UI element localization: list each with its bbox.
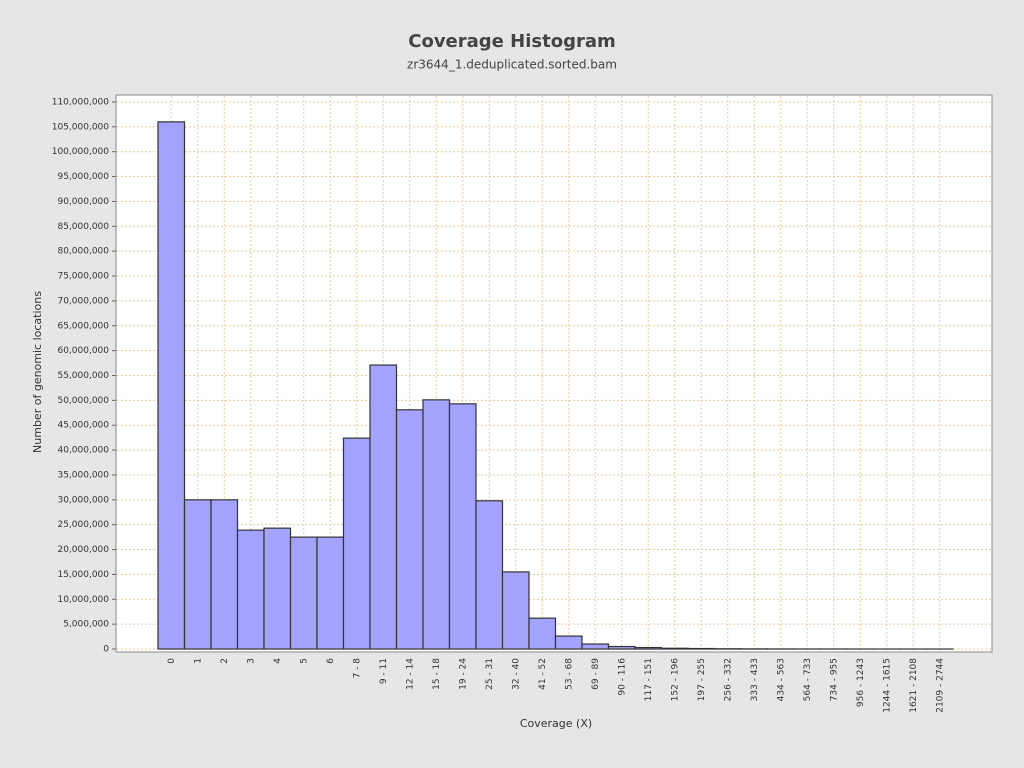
y-tick-label: 60,000,000	[57, 346, 109, 356]
x-tick-label: 90 - 116	[617, 658, 627, 696]
x-tick-label: 5	[299, 658, 309, 664]
x-tick-label: 734 - 955	[829, 658, 839, 701]
x-tick-label: 564 - 733	[803, 658, 813, 701]
x-tick-label: 0	[167, 658, 177, 664]
bar	[210, 499, 239, 650]
y-tick-label: 110,000,000	[52, 97, 110, 107]
y-tick-label: 90,000,000	[57, 197, 109, 207]
y-axis-label: Number of genomic locations	[31, 291, 44, 453]
y-tick-label: 75,000,000	[57, 272, 109, 282]
y-tick-label: 70,000,000	[57, 296, 109, 306]
x-tick-label: 6	[326, 658, 336, 664]
x-tick-label: 15 - 18	[432, 658, 442, 690]
y-tick-label: 5,000,000	[63, 620, 109, 630]
bar	[448, 403, 477, 650]
x-tick-label: 152 - 196	[670, 658, 680, 702]
x-tick-label: 333 - 433	[750, 658, 760, 701]
x-tick-label: 2109 - 2744	[935, 658, 945, 713]
x-tick-label: 4	[273, 658, 283, 664]
bar	[236, 529, 265, 650]
y-tick-label: 85,000,000	[57, 222, 109, 232]
bar	[581, 643, 610, 650]
x-tick-label: 25 - 31	[485, 658, 495, 690]
y-tick-label: 35,000,000	[57, 470, 109, 480]
y-tick-label: 50,000,000	[57, 396, 109, 406]
bar	[607, 645, 636, 650]
bar	[263, 527, 292, 650]
x-tick-label: 19 - 24	[458, 658, 468, 690]
bar	[183, 499, 212, 650]
bar	[316, 536, 345, 650]
y-tick-label: 55,000,000	[57, 371, 109, 381]
chart-title: Coverage Histogram	[408, 31, 615, 52]
y-tick-label: 15,000,000	[57, 570, 109, 580]
bar	[475, 500, 504, 650]
y-tick-label: 20,000,000	[57, 545, 109, 555]
bar	[501, 571, 530, 650]
y-tick-label: 40,000,000	[57, 446, 109, 456]
x-tick-label: 1	[193, 658, 203, 664]
y-tick-label: 45,000,000	[57, 421, 109, 431]
bar	[660, 647, 689, 650]
bar	[369, 364, 398, 650]
y-tick-label: 30,000,000	[57, 495, 109, 505]
bar	[554, 635, 583, 650]
bar	[422, 399, 451, 650]
x-tick-label: 1621 - 2108	[909, 658, 919, 713]
x-tick-label: 256 - 332	[723, 658, 733, 701]
y-tick-label: 105,000,000	[52, 122, 110, 132]
x-tick-label: 41 - 52	[538, 658, 548, 690]
y-tick-label: 80,000,000	[57, 247, 109, 257]
bar	[634, 646, 663, 650]
bar	[342, 437, 371, 650]
y-tick-label: 65,000,000	[57, 321, 109, 331]
x-axis-label: Coverage (X)	[520, 717, 592, 730]
x-tick-label: 3	[246, 658, 256, 664]
y-tick-label: 95,000,000	[57, 172, 109, 182]
x-tick-label: 53 - 68	[564, 658, 574, 690]
y-tick-label: 10,000,000	[57, 595, 109, 605]
y-tick-label: 100,000,000	[52, 147, 110, 157]
x-tick-label: 197 - 255	[697, 658, 707, 701]
x-tick-label: 2	[220, 658, 230, 664]
bar	[528, 617, 557, 650]
x-tick-label: 434 - 563	[776, 658, 786, 701]
x-tick-label: 12 - 14	[405, 658, 415, 690]
y-tick-label: 0	[103, 645, 109, 655]
bar	[289, 536, 318, 650]
x-tick-label: 1244 - 1615	[882, 658, 892, 713]
y-tick-label: 25,000,000	[57, 520, 109, 530]
x-tick-label: 32 - 40	[511, 658, 521, 690]
x-tick-label: 9 - 11	[379, 658, 389, 684]
chart-subtitle: zr3644_1.deduplicated.sorted.bam	[407, 58, 617, 72]
bar	[157, 121, 186, 650]
x-tick-label: 7 - 8	[352, 658, 362, 679]
bar	[395, 409, 424, 650]
x-tick-label: 117 - 151	[644, 658, 654, 701]
x-tick-label: 956 - 1243	[856, 658, 866, 707]
x-tick-label: 69 - 89	[591, 658, 601, 690]
